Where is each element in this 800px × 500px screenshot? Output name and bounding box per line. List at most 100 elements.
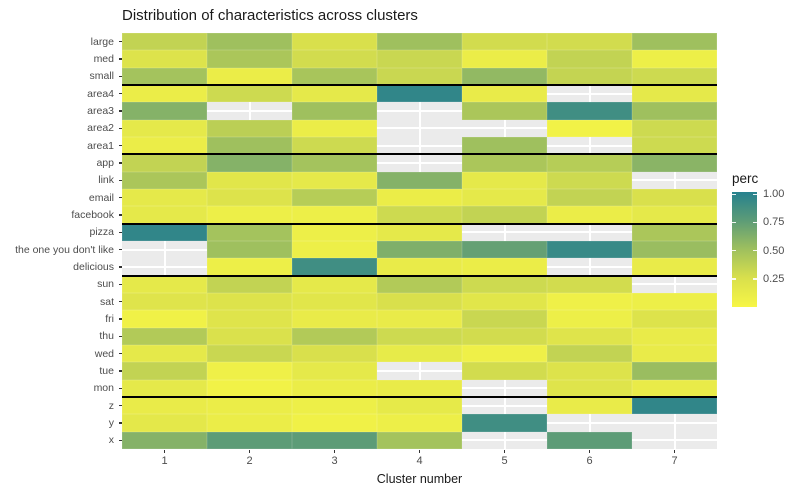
heatmap-tile [632,85,717,103]
y-axis-tick [118,300,122,303]
heatmap-tile [292,67,377,85]
heatmap-tile [207,67,292,85]
heatmap-tile [292,327,377,345]
y-axis-tick [118,352,122,355]
y-axis-label: med [93,53,114,65]
heatmap-tile [207,397,292,415]
heatmap-tile [292,431,377,449]
heatmap-tile [207,258,292,276]
heatmap-tile [632,310,717,328]
heatmap-tile [292,206,377,224]
heatmap-tile [547,154,632,172]
heatmap-tile [207,85,292,103]
heatmap-tile [377,397,462,415]
heatmap-tile [632,258,717,276]
y-axis-label: app [96,157,114,169]
y-axis-tick [118,144,122,147]
y-axis-tick [118,179,122,182]
heatmap-tile [377,431,462,449]
heatmap-tile [122,137,207,155]
heatmap-tile [207,275,292,293]
heatmap-tile [462,33,547,51]
heatmap-tile [547,345,632,363]
x-axis-tick [248,449,251,453]
heatmap-tile [292,171,377,189]
heatmap-tile [122,189,207,207]
heatmap-tile [547,293,632,311]
heatmap-tile [462,206,547,224]
heatmap-tile [377,85,462,103]
heatmap-tile [462,241,547,259]
heatmap-tile [377,241,462,259]
x-axis-label: 7 [671,455,678,467]
y-axis-label: mon [93,382,114,395]
x-axis-tick [333,449,336,453]
legend-bar-tick [753,278,757,280]
y-axis-tick [118,335,122,338]
heatmap-tile [547,33,632,51]
heatmap-tile [207,154,292,172]
heatmap-tile [207,119,292,137]
y-axis-label: sun [97,278,114,291]
heatmap-tile [207,310,292,328]
x-axis-tick [418,449,421,453]
group-separator-line [122,396,717,398]
legend-bar-tick [753,221,757,224]
y-axis-label: pizza [89,226,114,239]
heatmap-tile [462,362,547,380]
group-separator-line [122,274,717,277]
heatmap-tile [207,379,292,397]
heatmap-tile [122,362,207,380]
heatmap-tile [632,223,717,241]
heatmap-tile [122,327,207,345]
heatmap-tile [292,189,377,207]
x-axis-tick [588,449,591,453]
heatmap-tile [292,379,377,397]
x-axis-label: 1 [161,455,168,467]
heatmap-tile [632,119,717,137]
y-axis-tick [118,127,122,130]
legend-tick-label: 0.50 [763,244,785,257]
heatmap-tile [377,345,462,363]
heatmap-tile [292,275,377,293]
heatmap-tile [292,154,377,172]
major-gridline-horizontal [122,144,717,147]
heatmap-tile [122,345,207,363]
legend-bar-tick [753,193,757,195]
heatmap-tile [292,258,377,276]
heatmap-tile [292,345,377,363]
y-axis-label: area2 [87,122,114,135]
heatmap-tile [377,171,462,189]
heatmap-tile [292,362,377,380]
y-axis-label: facebook [71,209,114,221]
heatmap-tile [122,310,207,328]
y-axis-tick [118,387,122,390]
heatmap-tile [122,379,207,397]
y-axis-tick [118,439,122,442]
legend-tick-label: 0.25 [763,272,785,285]
group-separator-line [122,84,717,86]
y-axis-label: email [88,191,114,204]
heatmap-tile [462,67,547,85]
x-axis-label: 4 [416,455,423,467]
y-axis-tick [118,58,122,60]
heatmap-tile [462,345,547,363]
heatmap-tile [547,397,632,415]
y-axis-label: small [89,70,114,83]
legend-bar-tick [732,278,736,280]
heatmap-tile [547,241,632,259]
heatmap-tile [462,85,547,103]
heatmap-tile [377,327,462,345]
legend-bar-tick [732,221,736,224]
heatmap-tile [632,33,717,51]
heatmap-tile [547,171,632,189]
x-axis-label: 6 [586,455,593,467]
heatmap-tile [292,241,377,259]
y-axis-label: x [108,434,114,447]
heatmap-tile [462,258,547,276]
heatmap-tile [462,310,547,328]
y-axis-tick [118,404,122,407]
y-axis-tick [118,422,122,424]
heatmap-tile [377,379,462,397]
legend-bar-tick [732,193,736,195]
